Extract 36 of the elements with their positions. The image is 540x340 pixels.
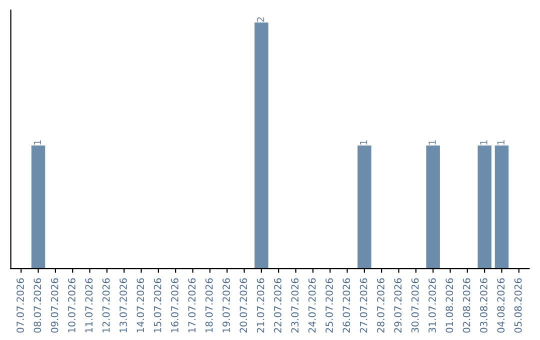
x-tick-label: 01.08.2026 xyxy=(446,278,454,333)
x-tick-label: 08.07.2026 xyxy=(34,278,42,333)
x-tick-label: 12.07.2026 xyxy=(102,278,110,332)
x-tick-label: 03.08.2026 xyxy=(480,278,488,333)
data-label: 1 xyxy=(360,140,368,144)
x-tick-label: 17.07.2026 xyxy=(188,278,196,332)
x-tick-label: 29.07.2026 xyxy=(394,278,402,333)
x-tick-label: 11.07.2026 xyxy=(85,278,93,332)
x-tick-label: 16.07.2026 xyxy=(171,278,178,332)
x-tick-label: 05.08.2026 xyxy=(514,278,522,333)
data-label: 1 xyxy=(480,140,488,144)
x-tick-label: 09.07.2026 xyxy=(50,278,58,333)
data-label: 1 xyxy=(34,140,41,144)
x-tick-label: 23.07.2026 xyxy=(291,278,299,333)
x-tick-label: 21.07.2026 xyxy=(256,278,264,333)
x-tick-label: 20.07.2026 xyxy=(240,278,248,333)
x-tick-label: 10.07.2026 xyxy=(68,278,76,332)
x-tick-label: 02.08.2026 xyxy=(462,278,470,333)
x-tick-label: 28.07.2026 xyxy=(377,278,384,333)
data-label: 1 xyxy=(497,140,504,144)
x-tick-label: 22.07.2026 xyxy=(274,278,282,333)
x-tick-label: 04.08.2026 xyxy=(497,278,505,333)
data-label: 2 xyxy=(256,17,264,22)
x-tick-label: 25.07.2026 xyxy=(326,278,333,333)
x-tick-label: 18.07.2026 xyxy=(205,278,213,332)
data-label: 1 xyxy=(428,140,436,144)
x-tick-label: 19.07.2026 xyxy=(222,278,230,332)
x-tick-label: 07.07.2026 xyxy=(16,278,24,333)
x-tick-label: 14.07.2026 xyxy=(136,278,144,332)
x-tick-label: 27.07.2026 xyxy=(360,278,368,333)
x-tick-label: 13.07.2026 xyxy=(120,278,127,332)
x-tick-label: 24.07.2026 xyxy=(308,278,316,333)
x-tick-label: 26.07.2026 xyxy=(342,278,350,333)
x-tick-label: 15.07.2026 xyxy=(154,278,162,332)
x-tick-label: 31.07.2026 xyxy=(428,278,436,333)
x-tick-label: 30.07.2026 xyxy=(411,278,419,333)
